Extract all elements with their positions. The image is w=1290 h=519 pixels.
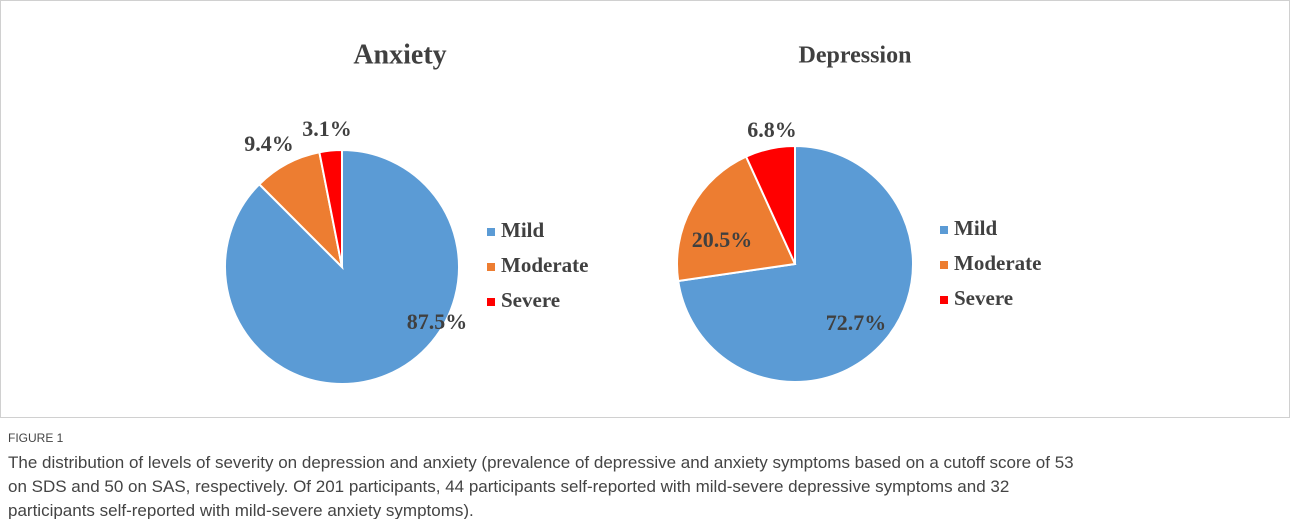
- caption-line: participants self-reported with mild-sev…: [8, 501, 474, 519]
- chart-title: Anxiety: [353, 39, 446, 70]
- data-label: 6.8%: [747, 117, 797, 142]
- data-label: 87.5%: [407, 309, 468, 334]
- legend-swatch: [487, 228, 495, 236]
- legend-swatch: [487, 298, 495, 306]
- caption-line: on SDS and 50 on SAS, respectively. Of 2…: [8, 477, 1009, 496]
- legend-swatch: [940, 226, 948, 234]
- data-label: 20.5%: [692, 227, 753, 252]
- legend-label: Moderate: [954, 251, 1041, 275]
- legend-swatch: [940, 296, 948, 304]
- legend-label: Mild: [954, 216, 997, 240]
- legend-label: Moderate: [501, 253, 588, 277]
- chart-title: Depression: [799, 43, 912, 69]
- data-label: 9.4%: [244, 131, 294, 156]
- legend-swatch: [487, 263, 495, 271]
- pie-slice: [744, 144, 796, 265]
- caption-line: The distribution of levels of severity o…: [8, 453, 1074, 472]
- legend-label: Severe: [954, 286, 1013, 310]
- legend-label: Mild: [501, 218, 544, 242]
- pie-slice: [676, 155, 797, 283]
- chart-frame: [0, 0, 1290, 418]
- figure-label: FIGURE 1: [8, 431, 64, 445]
- legend-label: Severe: [501, 288, 560, 312]
- data-label: 72.7%: [826, 310, 887, 335]
- legend-swatch: [940, 261, 948, 269]
- data-label: 3.1%: [302, 116, 352, 141]
- pie-slice: [318, 148, 343, 268]
